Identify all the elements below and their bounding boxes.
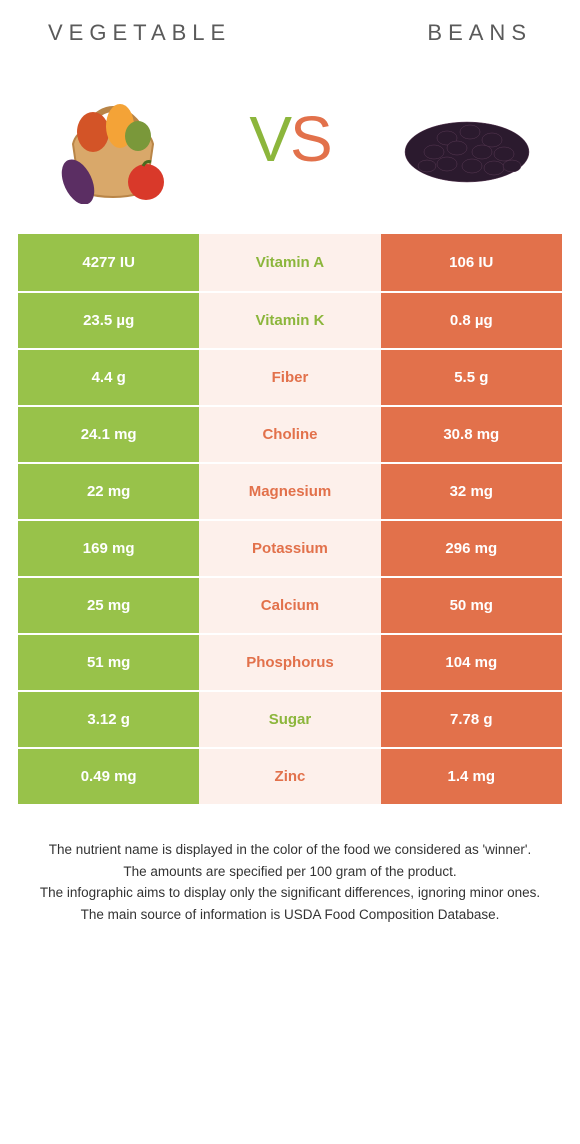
nutrient-name: Fiber <box>199 350 380 405</box>
table-row: 4.4 gFiber5.5 g <box>18 348 562 405</box>
left-value: 3.12 g <box>18 692 199 747</box>
footnote-line: The amounts are specified per 100 gram o… <box>24 862 556 882</box>
left-value: 169 mg <box>18 521 199 576</box>
table-row: 23.5 µgVitamin K0.8 µg <box>18 291 562 348</box>
left-value: 23.5 µg <box>18 293 199 348</box>
nutrient-name: Zinc <box>199 749 380 804</box>
table-row: 51 mgPhosphorus104 mg <box>18 633 562 690</box>
header-row: VEGETABLE BEANS <box>18 20 562 64</box>
left-value: 25 mg <box>18 578 199 633</box>
nutrient-name: Magnesium <box>199 464 380 519</box>
left-food-image <box>38 74 188 204</box>
right-value: 104 mg <box>381 635 562 690</box>
right-title: BEANS <box>427 20 532 46</box>
nutrient-name: Vitamin A <box>199 234 380 291</box>
right-value: 30.8 mg <box>381 407 562 462</box>
vs-right-char: S <box>290 103 331 175</box>
footnote-line: The infographic aims to display only the… <box>24 883 556 903</box>
right-value: 0.8 µg <box>381 293 562 348</box>
right-value: 106 IU <box>381 234 562 291</box>
nutrient-name: Potassium <box>199 521 380 576</box>
right-value: 50 mg <box>381 578 562 633</box>
table-row: 169 mgPotassium296 mg <box>18 519 562 576</box>
nutrient-name: Sugar <box>199 692 380 747</box>
right-value: 5.5 g <box>381 350 562 405</box>
footnotes: The nutrient name is displayed in the co… <box>18 804 562 924</box>
table-row: 22 mgMagnesium32 mg <box>18 462 562 519</box>
nutrient-name: Choline <box>199 407 380 462</box>
hero-row: VS <box>18 64 562 234</box>
vs-label: VS <box>249 102 330 176</box>
comparison-table: 4277 IUVitamin A106 IU23.5 µgVitamin K0.… <box>18 234 562 804</box>
right-value: 1.4 mg <box>381 749 562 804</box>
right-value: 296 mg <box>381 521 562 576</box>
left-value: 4277 IU <box>18 234 199 291</box>
right-value: 32 mg <box>381 464 562 519</box>
left-value: 0.49 mg <box>18 749 199 804</box>
table-row: 24.1 mgCholine30.8 mg <box>18 405 562 462</box>
vs-left-char: V <box>249 103 290 175</box>
table-row: 3.12 gSugar7.78 g <box>18 690 562 747</box>
nutrient-name: Calcium <box>199 578 380 633</box>
right-value: 7.78 g <box>381 692 562 747</box>
right-food-image <box>392 74 542 204</box>
footnote-line: The main source of information is USDA F… <box>24 905 556 925</box>
nutrient-name: Phosphorus <box>199 635 380 690</box>
table-row: 25 mgCalcium50 mg <box>18 576 562 633</box>
left-value: 4.4 g <box>18 350 199 405</box>
left-value: 51 mg <box>18 635 199 690</box>
table-row: 0.49 mgZinc1.4 mg <box>18 747 562 804</box>
nutrient-name: Vitamin K <box>199 293 380 348</box>
left-value: 24.1 mg <box>18 407 199 462</box>
left-value: 22 mg <box>18 464 199 519</box>
left-title: VEGETABLE <box>48 20 231 46</box>
table-row: 4277 IUVitamin A106 IU <box>18 234 562 291</box>
footnote-line: The nutrient name is displayed in the co… <box>24 840 556 860</box>
